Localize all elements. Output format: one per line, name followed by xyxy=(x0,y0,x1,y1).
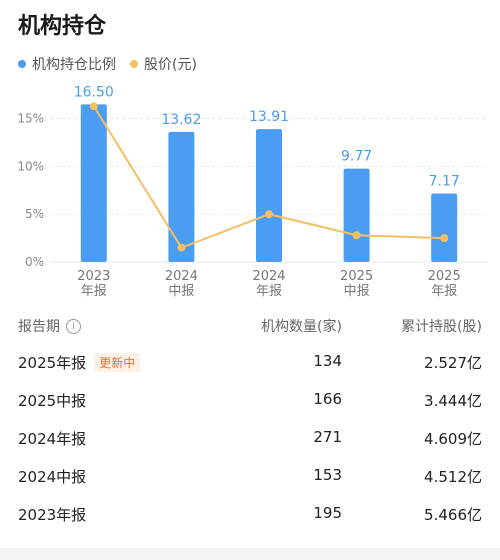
legend-item-holding-ratio[interactable]: 机构持仓比例 xyxy=(18,54,116,74)
row-period-cell: 2025年报 更新中 xyxy=(18,352,141,373)
row-period: 2025年报 xyxy=(18,354,87,372)
row-period-cell: 2024年报 xyxy=(18,428,86,449)
table-header: 报告期 i 机构数量(家) 累计持股(股) xyxy=(0,310,500,344)
table-row[interactable]: 2025年报 更新中 134 2.527亿 xyxy=(0,344,500,382)
row-period: 2024中报 xyxy=(18,468,87,486)
holding-table: 报告期 i 机构数量(家) 累计持股(股) 2025年报 更新中 134 2.5… xyxy=(0,310,500,534)
x-tick-label: 2025 中报 xyxy=(340,269,373,299)
legend-dot-stock-price xyxy=(130,60,138,68)
row-holding: 2.527亿 xyxy=(424,354,482,372)
price-point xyxy=(440,234,449,243)
price-point xyxy=(352,231,361,240)
bar xyxy=(256,129,282,262)
x-tick-label: 2024 中报 xyxy=(165,269,198,299)
table-row[interactable]: 2025中报 166 3.444亿 xyxy=(0,382,500,420)
row-count: 134 xyxy=(313,352,342,370)
row-period-cell: 2023年报 xyxy=(18,504,86,525)
bar xyxy=(431,193,458,262)
header-holding: 累计持股(股) xyxy=(401,319,482,335)
row-holding: 4.609亿 xyxy=(424,430,482,448)
table-row[interactable]: 2024中报 153 4.512亿 xyxy=(0,458,500,496)
legend-label-stock-price: 股价(元) xyxy=(144,57,197,73)
data-label: 13.91 xyxy=(249,109,289,125)
x-tick-label: 2025 年报 xyxy=(428,269,461,299)
row-holding: 5.466亿 xyxy=(424,506,482,524)
data-label: 13.62 xyxy=(161,112,201,128)
header-period: 报告期 i xyxy=(18,316,81,336)
data-label: 9.77 xyxy=(341,149,372,165)
row-period: 2025中报 xyxy=(18,392,87,410)
data-label: 16.50 xyxy=(74,84,114,100)
bar xyxy=(168,131,195,262)
row-period: 2024年报 xyxy=(18,430,87,448)
y-tick-label: 15% xyxy=(17,112,44,126)
row-period-cell: 2024中报 xyxy=(18,466,86,487)
x-tick-label: 2023 年报 xyxy=(77,269,110,299)
y-tick-label: 10% xyxy=(17,159,44,173)
row-period-cell: 2025中报 xyxy=(18,390,86,411)
row-count: 195 xyxy=(313,504,342,522)
legend-item-stock-price[interactable]: 股价(元) xyxy=(130,54,197,74)
price-point xyxy=(265,210,273,219)
row-period: 2023年报 xyxy=(18,506,87,524)
bar xyxy=(343,168,370,262)
page-title: 机构持仓 xyxy=(18,14,107,39)
y-tick-label: 0% xyxy=(25,255,44,269)
status-badge: 更新中 xyxy=(94,353,141,372)
legend-label-holding-ratio: 机构持仓比例 xyxy=(32,57,116,73)
x-tick-label: 2024 年报 xyxy=(252,269,285,299)
table-row[interactable]: 2024年报 271 4.609亿 xyxy=(0,420,500,458)
table-row[interactable]: 2023年报 195 5.466亿 xyxy=(0,496,500,534)
header-count: 机构数量(家) xyxy=(261,319,342,335)
y-tick-label: 5% xyxy=(25,207,44,221)
row-count: 153 xyxy=(313,466,342,484)
data-label: 7.17 xyxy=(429,173,460,189)
price-point xyxy=(177,243,186,252)
row-holding: 3.444亿 xyxy=(424,392,482,410)
bar xyxy=(80,104,107,262)
row-count: 166 xyxy=(313,390,342,408)
row-count: 271 xyxy=(313,428,342,446)
legend-dot-holding-ratio xyxy=(18,60,26,68)
chart-legend: 机构持仓比例 股价(元) xyxy=(18,54,211,74)
info-icon[interactable]: i xyxy=(66,318,81,334)
holding-chart: 0% 5% 10% 15% 16.50 13.62 13.91 9.77 7.17 2023 年报 2… xyxy=(17,84,488,299)
price-point xyxy=(89,102,98,111)
row-holding: 4.512亿 xyxy=(424,468,482,486)
header-period-label: 报告期 xyxy=(18,319,60,335)
bottom-divider xyxy=(0,548,500,560)
